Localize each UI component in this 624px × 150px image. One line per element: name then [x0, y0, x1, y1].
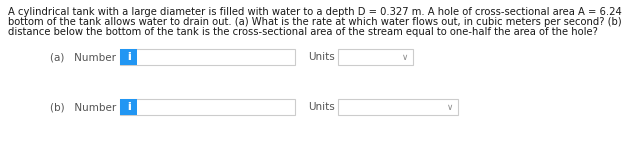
Text: ∨: ∨ — [402, 52, 408, 62]
Text: (b)   Number: (b) Number — [50, 102, 116, 112]
Text: i: i — [127, 102, 130, 112]
Text: Units: Units — [308, 52, 334, 62]
FancyBboxPatch shape — [120, 49, 137, 65]
FancyBboxPatch shape — [120, 99, 137, 115]
FancyBboxPatch shape — [120, 49, 295, 65]
Text: bottom of the tank allows water to drain out. (a) What is the rate at which wate: bottom of the tank allows water to drain… — [8, 17, 624, 27]
Text: i: i — [127, 52, 130, 62]
Text: ∨: ∨ — [447, 102, 453, 111]
Text: A cylindrical tank with a large diameter is filled with water to a depth D = 0.3: A cylindrical tank with a large diameter… — [8, 7, 624, 17]
Text: i: i — [127, 102, 130, 112]
Text: i: i — [127, 52, 130, 62]
Text: Units: Units — [308, 102, 334, 112]
Text: distance below the bottom of the tank is the cross-sectional area of the stream : distance below the bottom of the tank is… — [8, 27, 598, 37]
FancyBboxPatch shape — [338, 49, 413, 65]
FancyBboxPatch shape — [338, 99, 458, 115]
FancyBboxPatch shape — [120, 99, 137, 115]
Text: (a)   Number: (a) Number — [50, 52, 116, 62]
FancyBboxPatch shape — [120, 99, 295, 115]
FancyBboxPatch shape — [120, 49, 137, 65]
